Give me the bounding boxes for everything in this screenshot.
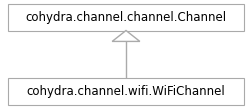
FancyBboxPatch shape xyxy=(8,78,244,105)
Polygon shape xyxy=(112,31,140,41)
Text: cohydra.channel.channel.Channel: cohydra.channel.channel.Channel xyxy=(25,11,227,24)
FancyBboxPatch shape xyxy=(8,4,244,31)
Text: cohydra.channel.wifi.WiFiChannel: cohydra.channel.wifi.WiFiChannel xyxy=(27,85,225,98)
